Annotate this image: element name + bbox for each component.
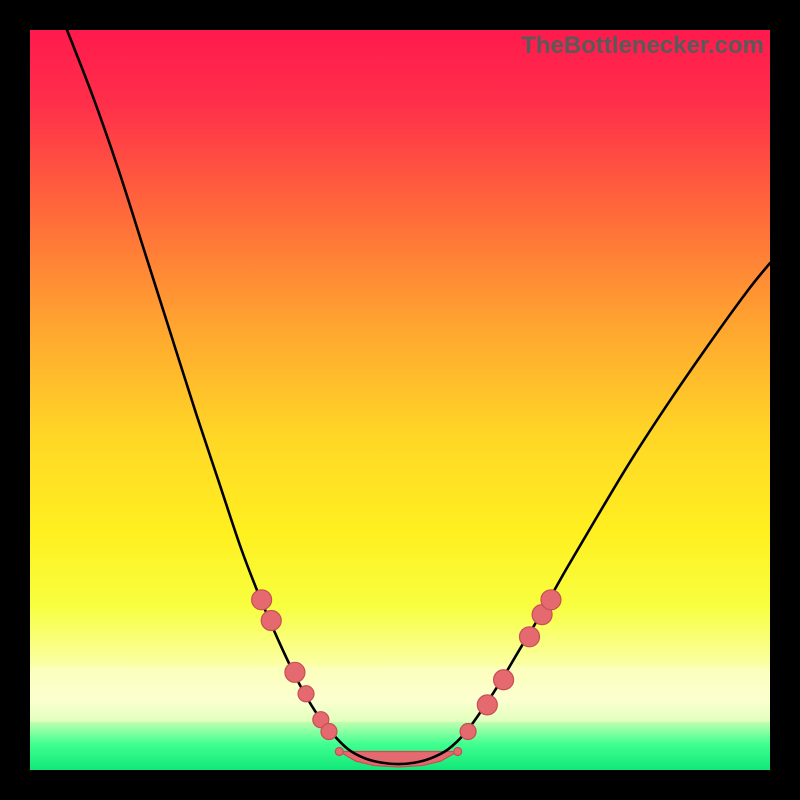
watermark-text: TheBottlenecker.com	[521, 32, 764, 60]
valley-fill-cap	[335, 748, 343, 756]
curve-marker	[285, 662, 305, 682]
forbidden-band	[30, 666, 770, 722]
v-curve	[67, 30, 770, 764]
chart-overlay	[30, 30, 770, 770]
curve-marker	[298, 686, 314, 702]
curve-marker	[460, 724, 476, 740]
forbidden-band-rect	[30, 666, 770, 722]
valley-fill-cap	[454, 748, 462, 756]
curve-marker	[477, 695, 497, 715]
curve-marker	[541, 590, 561, 610]
curve-marker	[321, 724, 337, 740]
curve-marker	[494, 670, 514, 690]
curve-marker	[252, 590, 272, 610]
curve-marker	[261, 611, 281, 631]
plot-area	[30, 30, 770, 770]
curve-marker	[520, 627, 540, 647]
figure-root: TheBottlenecker.com	[0, 0, 800, 800]
